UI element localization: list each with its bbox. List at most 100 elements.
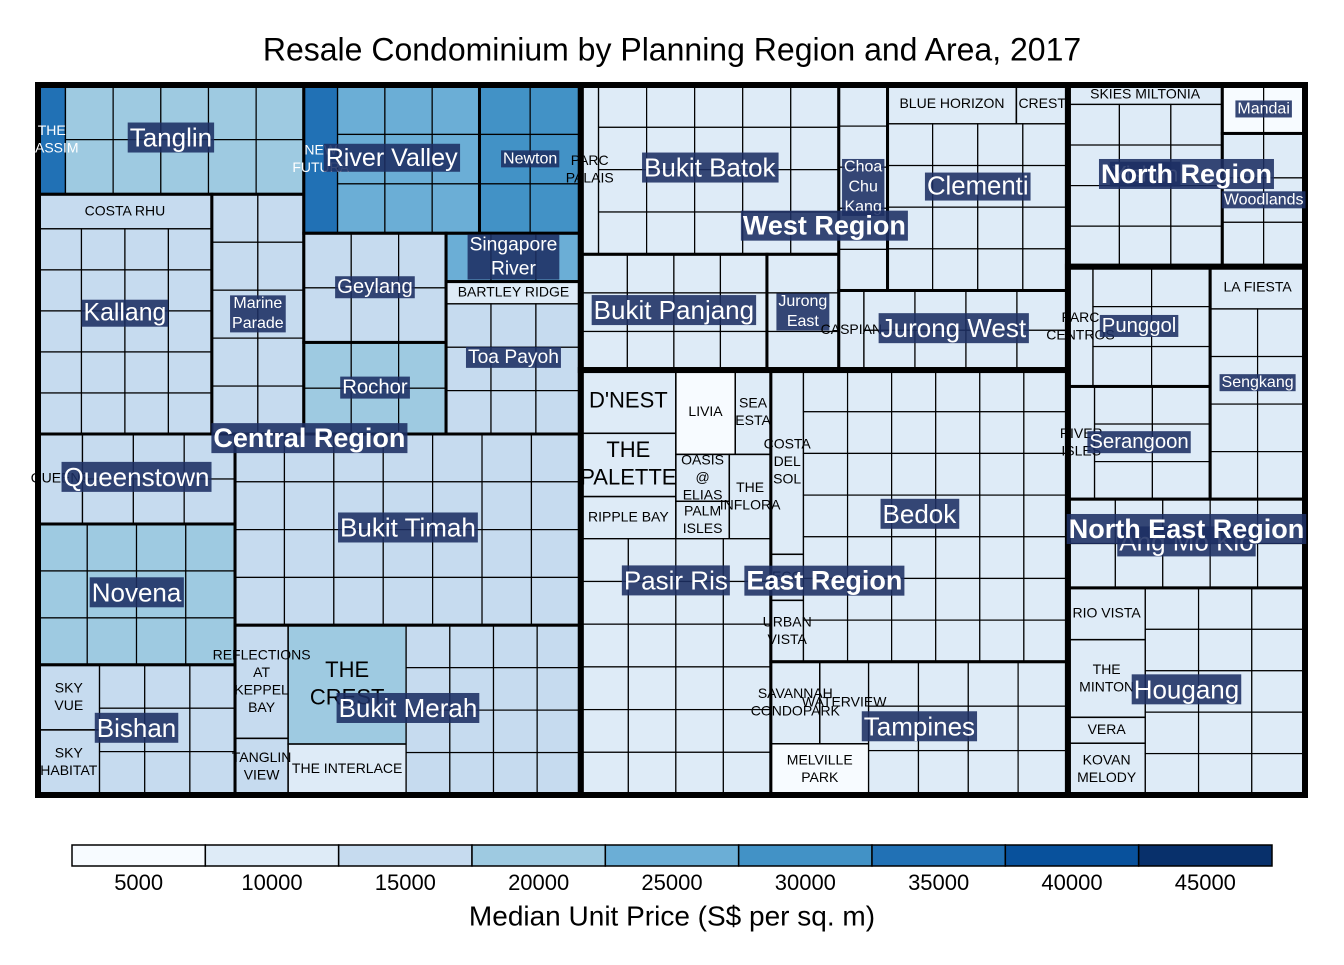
region-label: West Region xyxy=(743,211,906,241)
area-label-box xyxy=(94,712,179,743)
area-label: Woodlands xyxy=(1224,191,1304,208)
area-label: Marine Parade xyxy=(232,295,284,332)
area-cell xyxy=(790,169,840,213)
region-label: North East Region xyxy=(1069,514,1305,544)
area-cell xyxy=(675,751,724,796)
area-cell xyxy=(1251,752,1306,796)
area-cell xyxy=(1023,619,1069,663)
area-cell xyxy=(868,661,920,707)
project-tile xyxy=(1015,84,1069,125)
area-cell xyxy=(449,624,495,669)
area-cell xyxy=(1118,103,1172,146)
colorbar-tick-label: 45000 xyxy=(1175,870,1236,895)
area-cell xyxy=(1151,385,1211,425)
area-cell xyxy=(1151,345,1211,388)
area-cell xyxy=(1067,103,1120,146)
project-label: SKIES MILTONIA xyxy=(1090,85,1201,101)
project-tile xyxy=(580,369,677,435)
area-cell xyxy=(449,751,495,796)
area-label: Bedok xyxy=(883,499,958,529)
project-label: D'NEST xyxy=(589,388,668,413)
area-label-box xyxy=(1219,374,1296,392)
area-cell xyxy=(283,576,335,626)
colorbar-swatch xyxy=(337,844,473,867)
area-cell xyxy=(626,330,675,371)
area-label-box xyxy=(1099,314,1179,337)
area-cell xyxy=(1023,536,1069,580)
area-cell xyxy=(935,619,981,663)
area-cell xyxy=(932,206,979,250)
area-label: Tampines xyxy=(864,711,975,741)
region-label: East Region xyxy=(746,566,902,596)
area-cell xyxy=(86,523,138,572)
area-cell xyxy=(742,84,792,128)
area-cell xyxy=(64,84,114,141)
area-cell xyxy=(802,494,849,538)
colorbar-tick-label: 35000 xyxy=(908,870,969,895)
area-cell xyxy=(802,369,849,413)
area-label-box xyxy=(776,293,830,331)
area-cell xyxy=(333,576,384,626)
project-label: THE INFLORA xyxy=(720,479,781,513)
area-cell xyxy=(675,623,724,668)
area-cell xyxy=(257,193,305,243)
treemap-labels: THE NASSIM Tanglin COSTA RHU Kallang Marine Pa… xyxy=(25,85,1307,785)
area-cell xyxy=(432,433,483,483)
project-label: SAVANNAH CONDOPARK xyxy=(751,685,841,719)
region-label: North Region xyxy=(1101,159,1272,189)
area-cell xyxy=(1170,103,1223,146)
area-cell xyxy=(478,84,531,136)
area-cell xyxy=(790,84,840,128)
area-cell xyxy=(1197,587,1253,630)
area-label: Pasir Ris xyxy=(624,565,728,595)
area-label: Hougang xyxy=(1134,674,1240,704)
area-cell xyxy=(337,183,386,234)
area-cell xyxy=(1023,577,1069,621)
area-cell xyxy=(167,310,213,353)
project-label: SEA ESTA xyxy=(735,394,771,428)
area-cell xyxy=(1221,221,1265,268)
area-cell xyxy=(384,183,433,234)
area-cell xyxy=(932,123,979,167)
area-cell xyxy=(790,126,840,171)
area-label-box xyxy=(924,172,1031,201)
area-cell xyxy=(1170,184,1223,227)
area-label: Punggol xyxy=(1102,315,1177,337)
area-cell xyxy=(1094,461,1153,500)
area-label-box xyxy=(81,299,169,327)
project-label: THE MINTON xyxy=(1079,660,1134,694)
area-cell xyxy=(1067,225,1120,268)
project-tile xyxy=(37,729,101,796)
area-cell xyxy=(530,433,582,483)
project-label: BARTLEY RIDGE xyxy=(458,283,570,299)
area-cell xyxy=(1209,451,1259,500)
area-cell xyxy=(530,576,582,626)
area-cell xyxy=(979,369,1025,413)
area-cell xyxy=(935,577,981,621)
area-cell xyxy=(481,529,533,579)
area-cell xyxy=(535,303,582,348)
area-label-box xyxy=(338,512,478,543)
area-cell xyxy=(694,211,744,255)
area-cell xyxy=(167,351,213,394)
area-cell xyxy=(1144,752,1200,796)
colorbar-swatch xyxy=(471,844,607,867)
region-label-box xyxy=(1098,158,1274,189)
area-cell xyxy=(1251,711,1306,755)
project-tile xyxy=(1067,742,1147,796)
area-cell xyxy=(530,529,582,579)
area-label-box xyxy=(335,276,415,299)
area-cell xyxy=(580,330,628,371)
area-cell xyxy=(935,452,981,496)
project-label: RIO VISTA xyxy=(1073,605,1142,621)
area-cell xyxy=(492,624,538,669)
colorbar-tick-label: 30000 xyxy=(775,870,836,895)
area-cell xyxy=(722,623,772,668)
area-cell xyxy=(722,666,772,711)
area-cell xyxy=(1256,308,1306,358)
project-label: PALM ISLES xyxy=(683,502,723,536)
area-cell xyxy=(490,390,537,435)
area-cell xyxy=(234,576,286,626)
area-cell xyxy=(37,523,88,572)
area-cell xyxy=(627,751,677,796)
